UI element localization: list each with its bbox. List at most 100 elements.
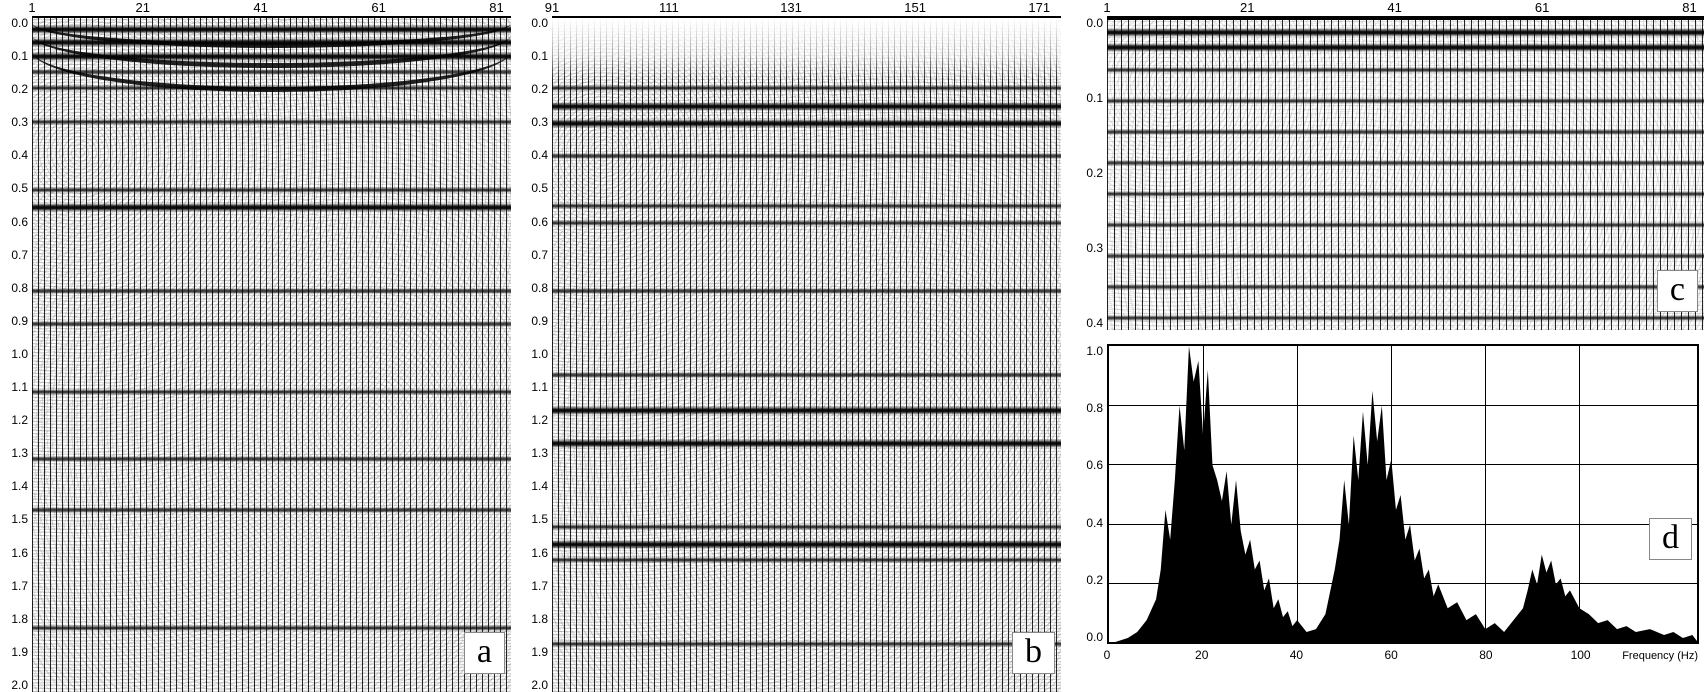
y-tick: 0.8 — [520, 281, 548, 295]
reflector — [32, 625, 511, 631]
reflector — [552, 641, 1061, 647]
y-tick: 0.1 — [0, 49, 28, 63]
reflector — [32, 321, 511, 327]
x-tick: 20 — [1195, 648, 1208, 662]
y-tick: 2.0 — [520, 678, 548, 692]
reflector — [552, 540, 1061, 549]
y-tick: 0.2 — [0, 82, 28, 96]
reflector — [1107, 98, 1704, 104]
y-tick: 1.3 — [0, 446, 28, 460]
reflector — [1107, 67, 1704, 73]
panel-label-text: a — [477, 633, 492, 670]
reflector — [1107, 28, 1704, 37]
panel-c-x-axis: 1 21 41 61 81 — [1107, 0, 1704, 16]
y-tick: 1.0 — [520, 347, 548, 361]
panel-a-y-axis: 0.0 0.1 0.2 0.3 0.4 0.5 0.6 0.7 0.8 0.9 … — [0, 16, 28, 692]
x-tick: 60 — [1384, 648, 1397, 662]
y-tick: 0.4 — [1075, 516, 1103, 530]
y-tick: 0.9 — [0, 314, 28, 328]
x-tick: 81 — [1682, 0, 1696, 16]
y-tick: 2.0 — [0, 678, 28, 692]
panel-c-y-axis: 0.0 0.1 0.2 0.3 0.4 — [1075, 16, 1103, 330]
grid-line — [1297, 346, 1298, 642]
x-tick: 1 — [1103, 0, 1110, 16]
panel-b-y-axis: 0.0 0.1 0.2 0.3 0.4 0.5 0.6 0.7 0.8 0.9 … — [520, 16, 548, 692]
panel-b-x-axis: 91 111 131 151 171 — [552, 0, 1061, 16]
reflector — [32, 25, 511, 34]
y-tick: 0.4 — [520, 148, 548, 162]
y-tick: 0.6 — [0, 215, 28, 229]
reflector — [32, 38, 511, 47]
panel-c: 1 21 41 61 81 0.0 0.1 0.2 0.3 0.4 c — [1075, 0, 1708, 330]
y-tick: 1.1 — [0, 380, 28, 394]
y-tick: 0.2 — [1075, 573, 1103, 587]
panel-label-b: b — [1012, 632, 1055, 674]
reflector — [32, 85, 511, 91]
x-tick: 0 — [1104, 648, 1111, 662]
y-tick: 0.0 — [520, 16, 548, 30]
y-tick: 0.4 — [0, 148, 28, 162]
x-tick: 41 — [1387, 0, 1401, 16]
x-tick: 61 — [1535, 0, 1549, 16]
panel-b: 91 111 131 151 171 0.0 0.1 0.2 0.3 0.4 0… — [520, 0, 1065, 692]
x-tick: 131 — [780, 0, 802, 16]
reflector — [552, 557, 1061, 563]
reflector — [1107, 315, 1704, 321]
y-tick: 0.8 — [1075, 401, 1103, 415]
y-tick: 1.4 — [520, 479, 548, 493]
y-tick: 0.0 — [1075, 630, 1103, 644]
reflector — [1107, 191, 1704, 197]
x-tick: 111 — [659, 0, 679, 16]
x-tick: 80 — [1479, 648, 1492, 662]
grid-line — [1579, 346, 1580, 642]
y-tick: 0.0 — [0, 16, 28, 30]
y-tick: 0.1 — [1075, 91, 1103, 105]
grid-line — [1203, 346, 1204, 642]
y-tick: 0.8 — [0, 281, 28, 295]
y-tick: 0.4 — [1075, 316, 1103, 330]
panel-d-y-axis: 1.0 0.8 0.6 0.4 0.2 0.0 — [1075, 344, 1103, 644]
grid-line — [1391, 346, 1392, 642]
x-tick: 91 — [545, 0, 559, 16]
reflector — [32, 456, 511, 462]
reflector — [552, 153, 1061, 159]
reflector — [32, 203, 511, 212]
x-tick: 100 — [1571, 648, 1591, 662]
reflector — [32, 389, 511, 395]
reflector — [1107, 222, 1704, 228]
y-tick: 0.2 — [520, 82, 548, 96]
panel-a-plot — [32, 16, 511, 692]
y-tick: 0.9 — [520, 314, 548, 328]
x-tick: 171 — [1028, 0, 1050, 16]
reflector — [32, 119, 511, 125]
reflector — [552, 439, 1061, 448]
y-tick: 1.0 — [1075, 344, 1103, 358]
y-tick: 0.1 — [520, 49, 548, 63]
reflector — [552, 85, 1061, 91]
panel-d: 1.0 0.8 0.6 0.4 0.2 0.0 0 20 40 60 80 10… — [1075, 338, 1708, 692]
x-tick: 40 — [1290, 648, 1303, 662]
reflector — [32, 69, 511, 75]
reflector — [552, 119, 1061, 128]
panel-a-x-axis: 1 21 41 61 81 — [32, 0, 511, 16]
y-tick: 1.7 — [520, 579, 548, 593]
panel-d-plot — [1107, 344, 1699, 644]
y-tick: 0.5 — [520, 181, 548, 195]
y-tick: 1.1 — [520, 380, 548, 394]
reflector — [552, 102, 1061, 111]
x-tick: 61 — [371, 0, 385, 16]
panel-c-plot — [1107, 16, 1704, 330]
reflector — [1107, 253, 1704, 259]
reflector — [32, 52, 511, 61]
panel-label-text: d — [1662, 519, 1679, 556]
y-tick: 1.5 — [520, 512, 548, 526]
x-tick: 81 — [489, 0, 503, 16]
reflector — [1107, 129, 1704, 135]
y-tick: 0.6 — [1075, 458, 1103, 472]
x-tick: 41 — [253, 0, 267, 16]
x-axis-label: Frequency (Hz) — [1622, 650, 1698, 662]
y-tick: 0.7 — [520, 248, 548, 262]
panel-label-text: b — [1025, 633, 1042, 670]
y-tick: 1.9 — [0, 645, 28, 659]
x-tick: 21 — [1240, 0, 1254, 16]
